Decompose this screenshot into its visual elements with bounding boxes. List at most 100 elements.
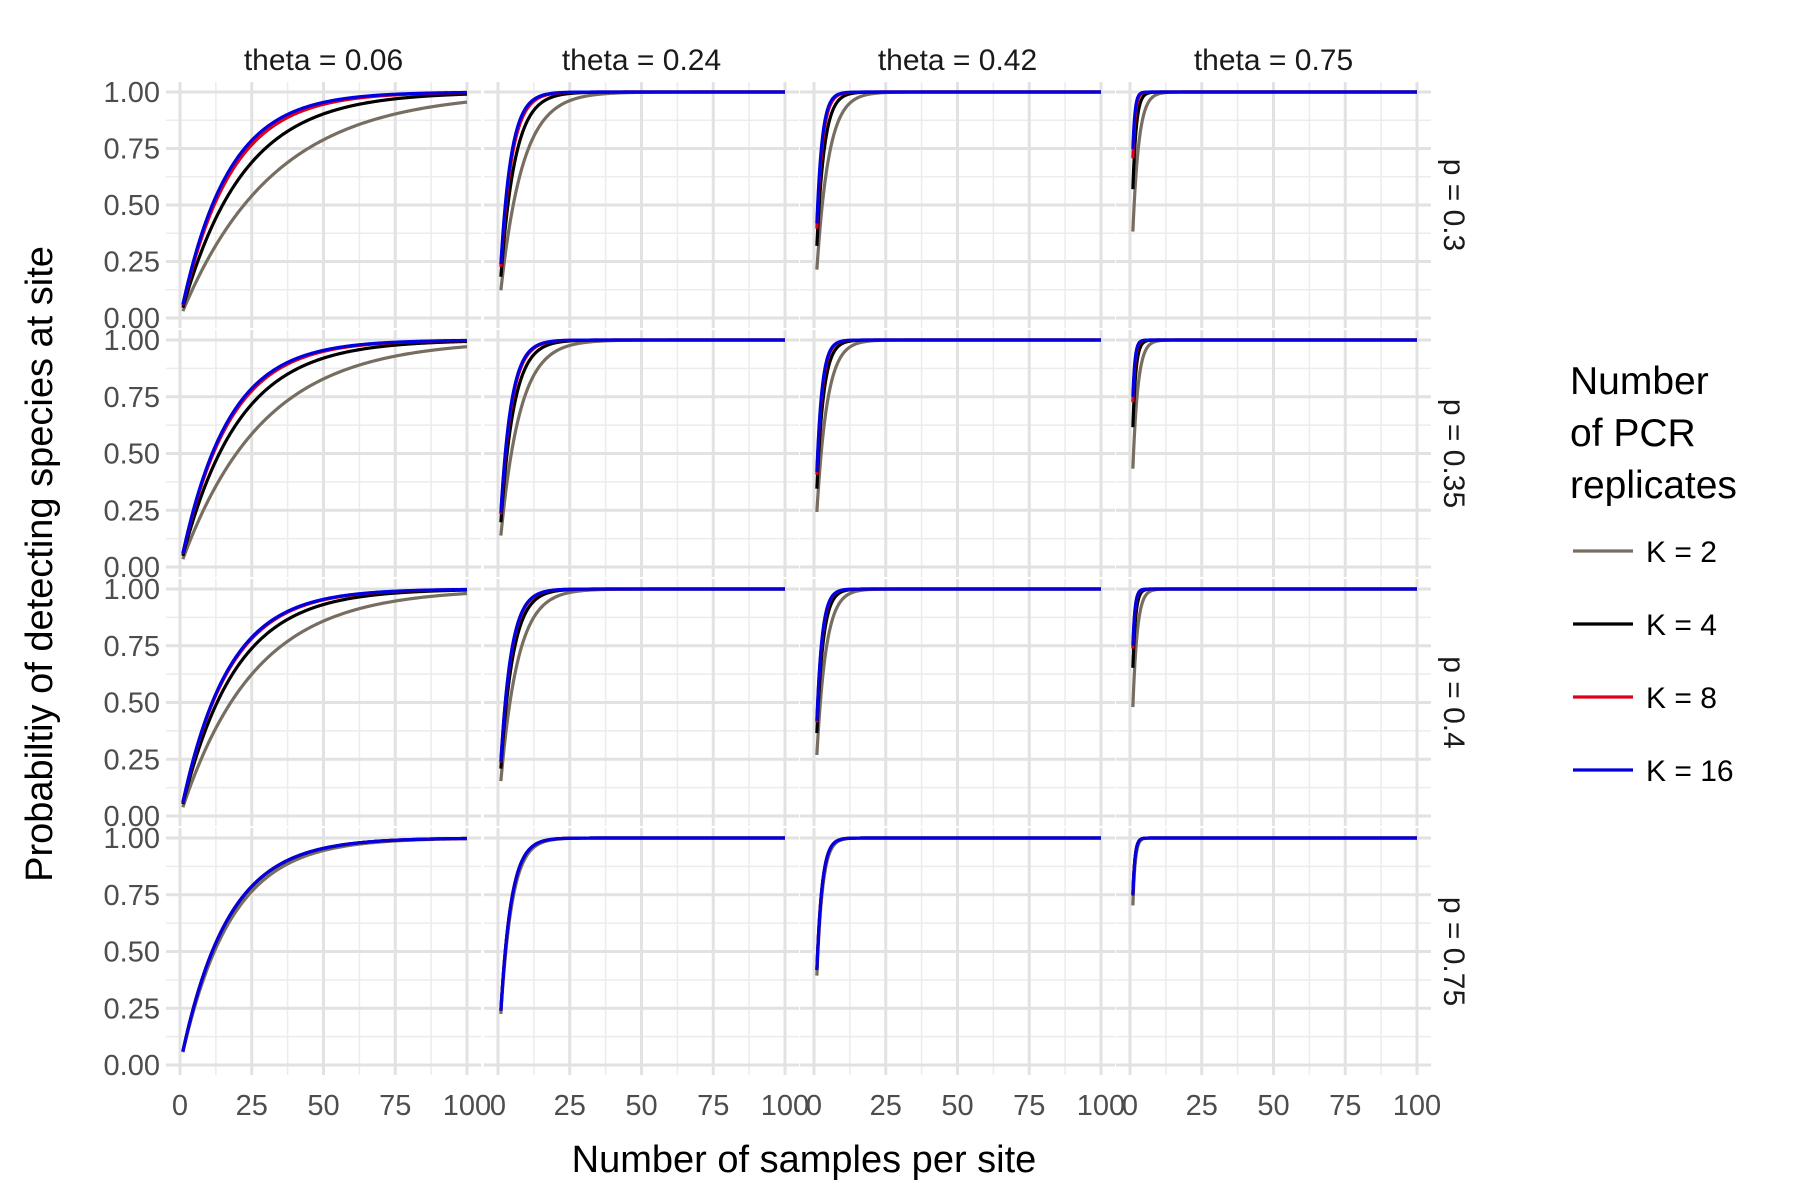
y-tick-labels: 0.000.250.500.751.000.000.250.500.751.00… [104,77,160,1082]
y-tick-label: 0.50 [104,190,160,222]
y-tick-label: 0.75 [104,880,160,912]
y-tick-label: 0.25 [104,993,160,1025]
x-tick-label: 25 [236,1090,268,1122]
y-tick-label: 0.25 [104,495,160,527]
panel-grid [166,82,481,328]
x-tick-label: 0 [172,1090,188,1122]
y-tick-label: 0.00 [104,801,160,833]
facet-panel [166,828,481,1075]
series-line-k-16 [499,836,786,1011]
panel-grid [484,828,799,1075]
y-tick-label: 0.00 [104,303,160,335]
y-tick-label: 0.50 [104,439,160,471]
panel-grid [800,330,1115,577]
facet-row-label: p = 0.3 [1437,159,1470,252]
y-tick-label: 0.00 [104,552,160,584]
facet-column-label: theta = 0.42 [878,44,1037,77]
series-line-k-16 [815,338,1102,472]
facet-row-label: p = 0.4 [1437,656,1470,749]
facet-panel [484,828,799,1075]
facet-column-label: theta = 0.75 [1194,44,1353,77]
legend-title: replicates [1570,464,1737,507]
x-tick-label: 100 [1393,1090,1441,1122]
y-tick-label: 0.25 [104,744,160,776]
y-tick-label: 0.50 [104,937,160,969]
panel-grid [1116,330,1431,577]
y-tick-label: 0.75 [104,631,160,663]
facet-panel [484,579,799,826]
panel-grid [484,330,799,577]
facet-panel [800,330,1115,577]
series-line-k-16 [181,338,468,554]
x-tick-label: 25 [870,1090,902,1122]
x-tick-label: 75 [1013,1090,1045,1122]
y-tick-label: 1.00 [104,325,160,357]
facet-panel [1116,579,1431,826]
legend-label: K = 4 [1646,609,1717,642]
panel-grid [484,579,799,826]
panel-grid [1116,82,1431,328]
x-axis-title: Number of samples per site [572,1139,1037,1181]
series-line-k-16 [181,90,468,305]
legend-label: K = 2 [1646,536,1717,569]
facet-panel [800,82,1115,328]
x-tick-label: 25 [554,1090,586,1122]
x-tick-label: 75 [379,1090,411,1122]
x-tick-label: 50 [1257,1090,1289,1122]
series-line-k-16 [181,587,468,803]
series-line-k-16 [815,90,1102,224]
facet-panel [1116,828,1431,1075]
x-tick-label: 0 [490,1090,506,1122]
panel-grid [484,82,799,328]
panel-grid [800,828,1115,1075]
facet-column-label: theta = 0.06 [244,44,403,77]
legend-title: of PCR [1570,412,1696,455]
series-line-k-16 [815,836,1102,970]
y-tick-label: 1.00 [104,823,160,855]
series-line-k-16 [1131,587,1418,646]
x-tick-label: 50 [941,1090,973,1122]
facet-strips: p = 0.3 p = 0.35 p = 0.4 p = 0.75 theta = 0.… [244,44,1470,1006]
series-line-k-16 [1131,338,1418,397]
panel-grid [800,82,1115,328]
legend-item: K = 2 [1573,536,1717,569]
y-tick-label: 1.00 [104,77,160,109]
facet-panel [1116,82,1431,328]
series-line-k-16 [499,338,786,513]
facet-row-label: p = 0.35 [1437,399,1470,508]
y-tick-label: 1.00 [104,574,160,606]
x-tick-label: 100 [443,1090,491,1122]
y-tick-label: 0.75 [104,134,160,166]
series-line-k-4 [181,339,468,557]
y-tick-label: 0.00 [104,1050,160,1082]
panel-grid [1116,828,1431,1075]
facet-panels [166,82,1431,1075]
facet-panel [166,82,481,328]
legend-item: K = 4 [1573,609,1717,642]
legend: Number of PCR replicates K = 2 K = 4 K = 8 K =… [1570,360,1737,788]
x-tick-label: 50 [307,1090,339,1122]
x-tick-label: 0 [1122,1090,1138,1122]
series-line-k-2 [181,100,468,312]
series-line-k-16 [1131,90,1418,150]
series-line-k-16 [499,587,786,762]
x-tick-label: 100 [761,1090,809,1122]
series-line-k-16 [181,836,468,1052]
series-line-k-2 [181,591,468,808]
legend-title: Number [1570,360,1709,403]
y-tick-label: 0.75 [104,382,160,414]
panel-grid [166,579,481,826]
legend-item: K = 8 [1573,682,1717,715]
y-tick-label: 0.25 [104,247,160,279]
facet-column-label: theta = 0.24 [562,44,721,77]
facet-panel [166,579,481,826]
x-tick-label: 75 [1329,1090,1361,1122]
x-tick-label: 75 [697,1090,729,1122]
facet-panel [166,330,481,577]
legend-label: K = 8 [1646,682,1717,715]
facet-row-label: p = 0.75 [1437,897,1470,1006]
panel-grid [800,579,1115,826]
legend-item: K = 16 [1573,755,1734,788]
